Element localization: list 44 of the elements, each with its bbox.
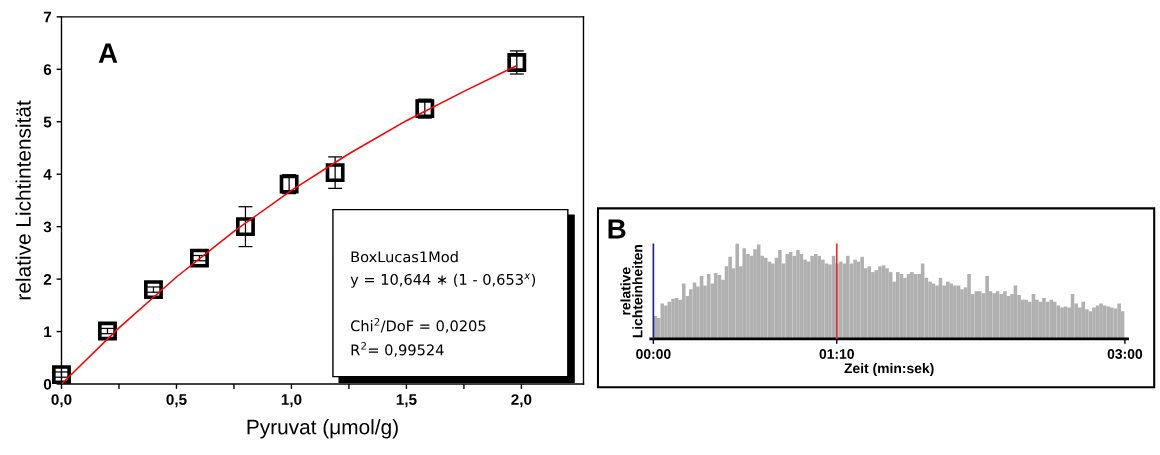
x-axis-title: Zeit (min:sek) [844, 363, 934, 376]
x-tick-label: 0,5 [166, 394, 187, 408]
bar [867, 266, 872, 339]
point [52, 365, 71, 385]
annotation: Chi$^{2}$/DoF = 0,0205 [350, 318, 486, 333]
y-tick-label: 3 [43, 221, 52, 233]
y-tick-label: 0 [43, 378, 52, 390]
x-tick-label: 03:00 [1107, 349, 1143, 359]
point [98, 321, 117, 341]
annotation: BoxLucas1Mod [351, 251, 458, 263]
y-tick-label: 2 [43, 273, 52, 285]
point [144, 280, 163, 300]
bar [967, 274, 971, 339]
point [236, 217, 255, 237]
text: A [98, 43, 118, 63]
point [190, 248, 209, 268]
bar [713, 273, 718, 339]
y-axis-title: relative Lichtintensität [15, 100, 31, 300]
bar [1081, 301, 1086, 339]
annotation: y = 10,644 ∗ (1 - 0,653$^{x}$) [350, 273, 536, 288]
x-tick-label: 00:00 [636, 349, 671, 359]
x-tick-label: 1,5 [396, 394, 417, 408]
y-tick-label: 1 [44, 326, 52, 338]
bar [763, 257, 768, 339]
x-axis-title: Pyruvat (μmol/g) [247, 419, 398, 439]
bar [999, 294, 1004, 339]
bar [1102, 305, 1107, 339]
bar [985, 275, 989, 339]
x-tick-label: 2,0 [511, 394, 532, 408]
y-tick-label: 7 [43, 11, 52, 23]
x-tick-label: 0,0 [51, 394, 72, 408]
y-tick-label: 4 [43, 169, 52, 180]
point [325, 163, 345, 183]
x-tick-label: 1,0 [281, 394, 302, 408]
y-tick-label: 5 [43, 116, 52, 128]
annotation: R$^{2}$= 0,99524 [351, 342, 444, 357]
y-axis-title: relative Lichteinheiten [620, 244, 643, 338]
bar [742, 248, 747, 339]
bar [845, 255, 850, 339]
bar [949, 283, 954, 339]
x-tick-label: 01:10 [819, 349, 854, 359]
bar [681, 283, 686, 339]
y-tick-label: 6 [43, 64, 52, 75]
chart-title: B [608, 219, 626, 239]
